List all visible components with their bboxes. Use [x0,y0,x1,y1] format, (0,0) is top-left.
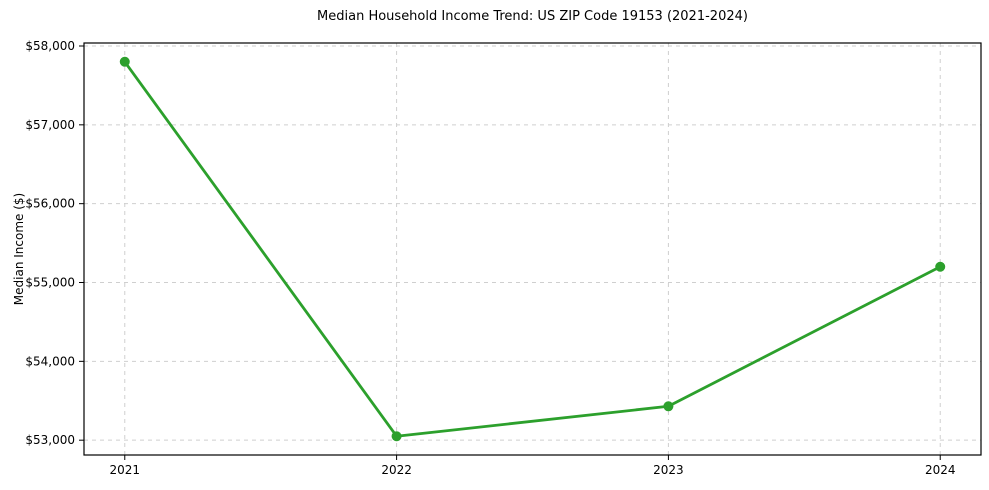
y-tick-label: $58,000 [25,39,75,53]
data-point-2023 [663,401,674,412]
data-point-2024 [935,261,946,272]
chart-title: Median Household Income Trend: US ZIP Co… [317,9,748,24]
y-tick-label: $55,000 [25,276,75,290]
x-tick-label: 2021 [109,463,140,477]
x-tick-label: 2022 [381,463,412,477]
data-point-2021 [119,56,130,67]
x-tick-label: 2023 [653,463,684,477]
y-tick-label: $57,000 [25,118,75,132]
trend-line [123,60,942,438]
y-tick-label: $54,000 [25,354,75,368]
y-tick-label: $56,000 [25,197,75,211]
data-point-2022 [391,431,402,442]
x-tick-label: 2024 [925,463,956,477]
axes-spines [83,42,982,456]
y-tick-label: $53,000 [25,433,75,447]
